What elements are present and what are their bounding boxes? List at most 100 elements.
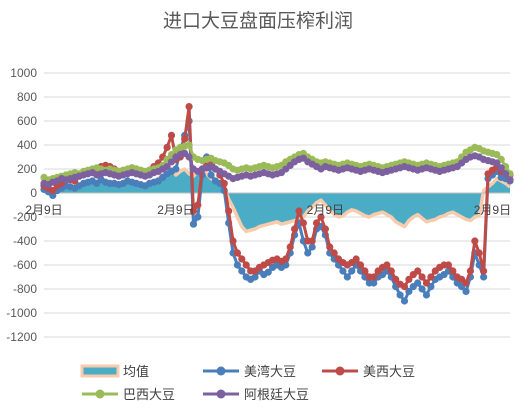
data-point: [414, 267, 422, 275]
legend-label: 均值: [123, 364, 149, 380]
data-point: [449, 267, 457, 275]
data-point: [422, 291, 431, 299]
y-axis-tick-labels: 1000 800 600 400 200 0 -200 -400 -600 -800 -1000 -1…: [6, 66, 37, 344]
x-tick-label: 2月9日: [474, 203, 511, 217]
y-tick-label: 200: [17, 162, 37, 176]
data-point: [295, 207, 303, 215]
data-point: [286, 243, 294, 251]
data-point: [163, 143, 171, 151]
data-point: [299, 219, 307, 227]
legend-item-阿根廷大豆: 阿根廷大豆: [203, 388, 309, 403]
y-tick-label: 1000: [10, 66, 37, 80]
data-point: [493, 151, 501, 159]
data-point: [444, 261, 453, 269]
data-point: [308, 237, 316, 245]
y-tick-label: -200: [13, 210, 37, 224]
data-point: [185, 103, 193, 111]
data-point: [242, 261, 250, 269]
legend-swatch-marker: [335, 366, 345, 376]
legend-swatch-marker: [216, 389, 226, 399]
data-point: [339, 267, 347, 275]
data-point: [400, 297, 409, 305]
data-point: [414, 279, 422, 287]
legend-item-巴西大豆: 巴西大豆: [82, 388, 175, 403]
data-point: [475, 249, 483, 257]
y-tick-label: 600: [17, 114, 37, 128]
data-point: [462, 279, 470, 287]
data-point: [189, 207, 198, 215]
y-tick-label: 400: [17, 138, 37, 152]
legend-label: 阿根廷大豆: [244, 388, 309, 403]
data-point: [352, 255, 360, 263]
data-point: [383, 261, 391, 269]
data-point: [167, 158, 176, 166]
data-point: [392, 275, 400, 283]
data-point: [396, 291, 404, 299]
data-point: [370, 273, 378, 281]
x-tick-label: 2月9日: [307, 203, 344, 217]
data-point: [172, 165, 180, 173]
data-point: [493, 159, 501, 167]
legend-item-均值: 均值: [80, 364, 149, 380]
legend-item-美西大豆: 美西大豆: [322, 365, 415, 380]
legend-label: 美湾大豆: [244, 364, 296, 380]
data-point: [233, 249, 242, 257]
x-tick-label: 2月9日: [157, 203, 194, 217]
data-point: [194, 213, 202, 221]
data-point: [361, 267, 369, 275]
data-point: [317, 213, 325, 221]
data-point: [462, 287, 470, 295]
series-阿根廷大豆: [40, 149, 514, 189]
data-point: [348, 267, 356, 275]
data-point: [251, 273, 259, 281]
data-point: [290, 225, 299, 233]
data-point: [480, 273, 488, 281]
data-point: [471, 237, 479, 245]
data-point: [321, 225, 329, 233]
data-point: [405, 275, 413, 283]
data-point: [163, 163, 171, 171]
data-point: [330, 249, 338, 257]
data-point: [326, 243, 334, 251]
legend-swatch-marker: [95, 389, 105, 399]
data-point: [238, 255, 246, 263]
legend-label: 美西大豆: [363, 365, 415, 380]
plot-area: [40, 103, 514, 305]
data-point: [225, 207, 233, 215]
data-point: [312, 219, 321, 227]
x-tick-label: 2月9日: [25, 203, 62, 217]
data-point: [282, 255, 290, 263]
data-point: [229, 237, 237, 245]
data-point: [480, 267, 488, 275]
data-point: [502, 170, 510, 178]
y-tick-label: -1000: [6, 306, 37, 320]
legend-swatch: [80, 364, 120, 378]
data-point: [418, 285, 426, 293]
data-point: [207, 171, 215, 179]
data-point: [220, 179, 228, 187]
data-point: [497, 164, 505, 172]
y-tick-label: 0: [30, 186, 37, 200]
y-tick-label: -600: [13, 258, 37, 272]
data-point: [189, 220, 198, 228]
data-point: [264, 268, 272, 276]
data-point: [185, 153, 193, 161]
data-point: [427, 273, 435, 281]
data-point: [233, 261, 242, 269]
y-tick-label: -1200: [6, 330, 37, 344]
legend-label: 巴西大豆: [123, 388, 175, 403]
data-point: [238, 267, 246, 275]
data-point: [308, 243, 316, 251]
data-point: [400, 283, 409, 291]
data-point: [356, 261, 365, 269]
data-point: [506, 176, 514, 184]
data-point: [387, 267, 395, 275]
data-point: [167, 131, 176, 139]
data-point: [466, 267, 475, 275]
y-tick-label: -800: [13, 282, 37, 296]
data-point: [194, 201, 202, 209]
data-point: [304, 249, 312, 257]
data-point: [49, 187, 57, 195]
